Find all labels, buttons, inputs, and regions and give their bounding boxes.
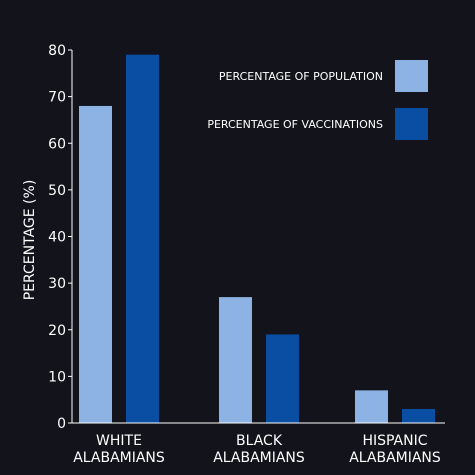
bar-population-1 (219, 297, 252, 423)
x-category-label: ALABAMIANS (73, 450, 165, 466)
y-tick-label: 20 (48, 323, 66, 339)
x-axis: WHITEALABAMIANSBLACKALABAMIANSHISPANICAL… (72, 422, 445, 466)
x-category-label: HISPANIC (362, 433, 427, 449)
bar-vaccinations-1 (266, 334, 299, 423)
bar-vaccinations-2 (402, 409, 435, 423)
x-category-label: ALABAMIANS (349, 450, 441, 466)
bar-population-0 (79, 105, 112, 423)
x-category-label: ALABAMIANS (213, 450, 305, 466)
y-tick-label: 60 (48, 136, 66, 152)
y-tick-label: 0 (57, 416, 66, 432)
bar-population-2 (355, 390, 388, 423)
y-tick-label: 30 (48, 276, 66, 292)
y-axis: 0 10 20 30 40 50 60 70 80 (48, 43, 73, 432)
bars (79, 54, 435, 423)
y-tick-label: 40 (48, 230, 66, 246)
legend-swatch-population (395, 60, 428, 92)
y-tick-label: 10 (48, 369, 66, 385)
y-tick-label: 80 (48, 43, 66, 59)
x-category-label: WHITE (96, 433, 142, 449)
legend-label-population: PERCENTAGE OF POPULATION (219, 70, 383, 83)
y-axis-title: PERCENTAGE (%) (22, 180, 38, 301)
legend-label-vaccinations: PERCENTAGE OF VACCINATIONS (207, 118, 383, 131)
y-tick-label: 50 (48, 183, 66, 199)
bar-vaccinations-0 (126, 54, 159, 423)
legend: PERCENTAGE OF POPULATION PERCENTAGE OF VA… (207, 60, 428, 140)
y-tick-label: 70 (48, 90, 66, 106)
x-category-label: BLACK (236, 433, 283, 449)
legend-swatch-vaccinations (395, 108, 428, 140)
